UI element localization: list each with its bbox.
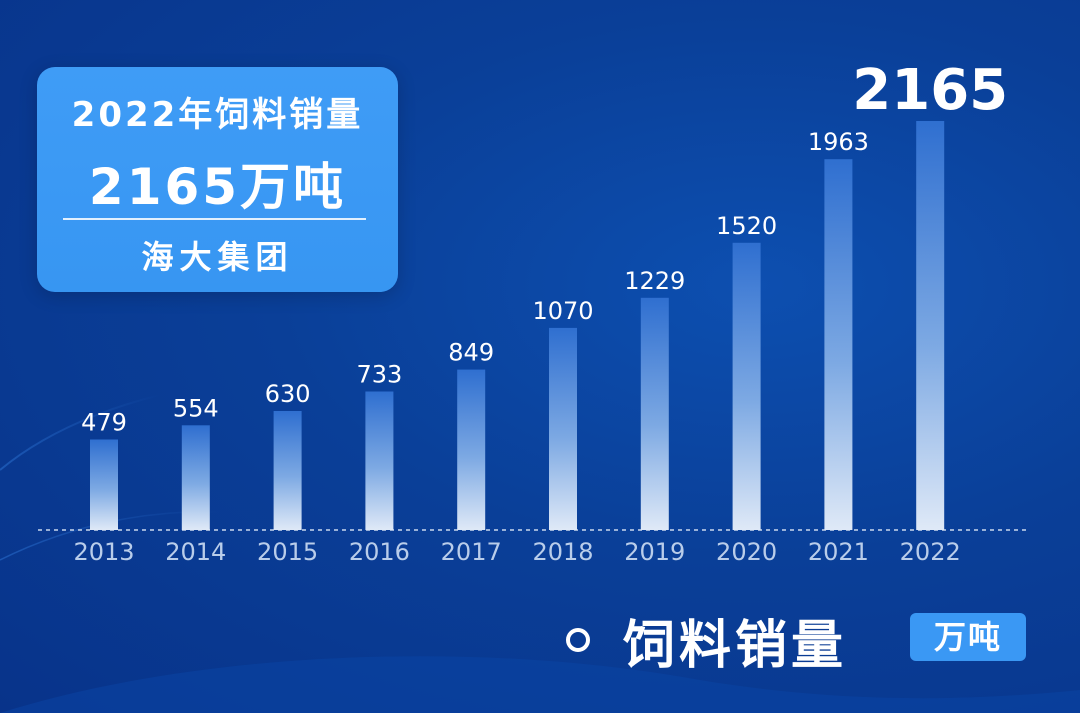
bar-2013 [90,439,118,530]
bar-2014 [181,425,210,530]
bar-2015 [273,411,302,530]
data-label-2020: 1520 [716,212,777,240]
x-tick-2015: 2015 [257,538,318,566]
bar-2020 [732,242,761,531]
data-label-2014: 554 [173,394,219,422]
info-box-divider [63,218,366,220]
bar-2016 [365,391,394,530]
info-box-title: 2022年饲料销量 [71,95,364,135]
data-label-2021: 1963 [808,128,869,156]
bar-2017 [457,369,486,530]
legend-label: 饲料销量 [623,615,848,676]
highlight-info-box: 2022年饲料销量 2165万吨 海大集团 [37,67,398,292]
legend: 饲料销量 [566,605,848,676]
bar-2019 [640,297,669,530]
bar-2018 [549,327,577,530]
x-tick-2018: 2018 [532,538,593,566]
data-label-2016: 733 [356,361,402,389]
x-tick-2019: 2019 [624,538,685,566]
data-label-2022: 2165 [852,58,1008,123]
x-tick-2021: 2021 [808,538,869,566]
x-tick-2016: 2016 [349,538,410,566]
data-label-2013: 479 [81,409,127,437]
data-label-2017: 849 [448,339,494,367]
x-tick-2022: 2022 [900,538,961,566]
unit-badge: 万吨 [910,613,1026,661]
legend-circle-icon [566,628,590,652]
bar-2022 [916,121,945,530]
data-label-2018: 1070 [532,297,593,325]
bar-2021 [824,159,853,530]
x-tick-2017: 2017 [441,538,502,566]
info-box-company: 海大集团 [141,238,294,276]
data-label-2015: 630 [265,380,311,408]
info-box-value: 2165万吨 [88,158,347,216]
x-tick-2020: 2020 [716,538,777,566]
x-tick-2013: 2013 [73,538,134,566]
data-label-2019: 1229 [624,267,685,295]
x-tick-2014: 2014 [165,538,226,566]
